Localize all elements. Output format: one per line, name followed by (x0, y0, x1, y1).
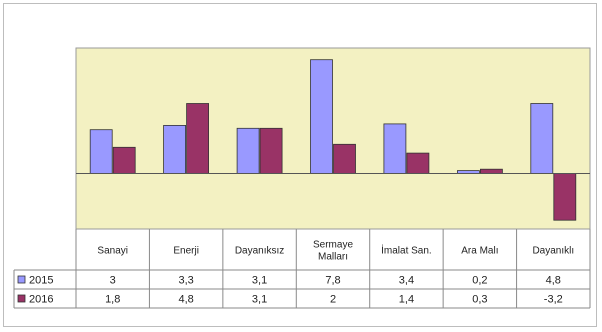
data-label: 0,2 (472, 275, 487, 287)
legend-label-2016: 2016 (29, 294, 53, 306)
data-label: 3,1 (252, 294, 267, 306)
legend-swatch-2015 (17, 275, 26, 284)
bar-2015-3 (310, 59, 333, 175)
data-label: 7,8 (325, 275, 340, 287)
data-label: 0,3 (472, 294, 487, 306)
data-label: 3,4 (399, 275, 414, 287)
bar-2015-2 (236, 127, 260, 175)
data-label: -3,2 (544, 294, 563, 306)
category-label: Dayanıklı (532, 246, 574, 257)
data-label: 1,4 (399, 294, 414, 306)
category-label: Sanayi (97, 246, 128, 257)
bar-2015-1 (163, 125, 187, 175)
legend-swatch-2016 (17, 294, 26, 303)
data-label: 3 (110, 275, 116, 287)
data-label: 3,3 (178, 275, 193, 287)
chart-canvas: Sanayi Enerji Dayanıksız Sermaye Malları İmal… (13, 47, 591, 309)
category-label: Sermaye Malları (313, 240, 353, 263)
bar-2016-6 (553, 173, 577, 221)
bar-2015-0 (89, 129, 113, 174)
legend-label-2015: 2015 (29, 275, 53, 287)
bar-2016-0 (112, 146, 136, 175)
data-label: 2 (330, 294, 336, 306)
category-label: Dayanıksız (235, 246, 284, 257)
chart-frame: Sanayi Enerji Dayanıksız Sermaye Malları İmal… (3, 3, 597, 327)
data-label: 4,8 (178, 294, 193, 306)
data-label: 1,8 (105, 294, 120, 306)
category-label: Enerji (173, 246, 199, 257)
data-label: 3,1 (252, 275, 267, 287)
bar-2015-6 (530, 103, 554, 174)
bar-2016-1 (186, 103, 210, 174)
bar-2016-3 (333, 143, 356, 174)
category-label: İmalat San. (381, 244, 432, 257)
data-label: 4,8 (546, 275, 561, 287)
plot-area (75, 47, 591, 230)
bar-2016-2 (259, 127, 283, 175)
bar-2015-4 (383, 123, 407, 174)
category-label: Ara Malı (461, 246, 498, 257)
bar-2016-4 (406, 152, 430, 174)
bar-2016-5 (479, 168, 503, 174)
